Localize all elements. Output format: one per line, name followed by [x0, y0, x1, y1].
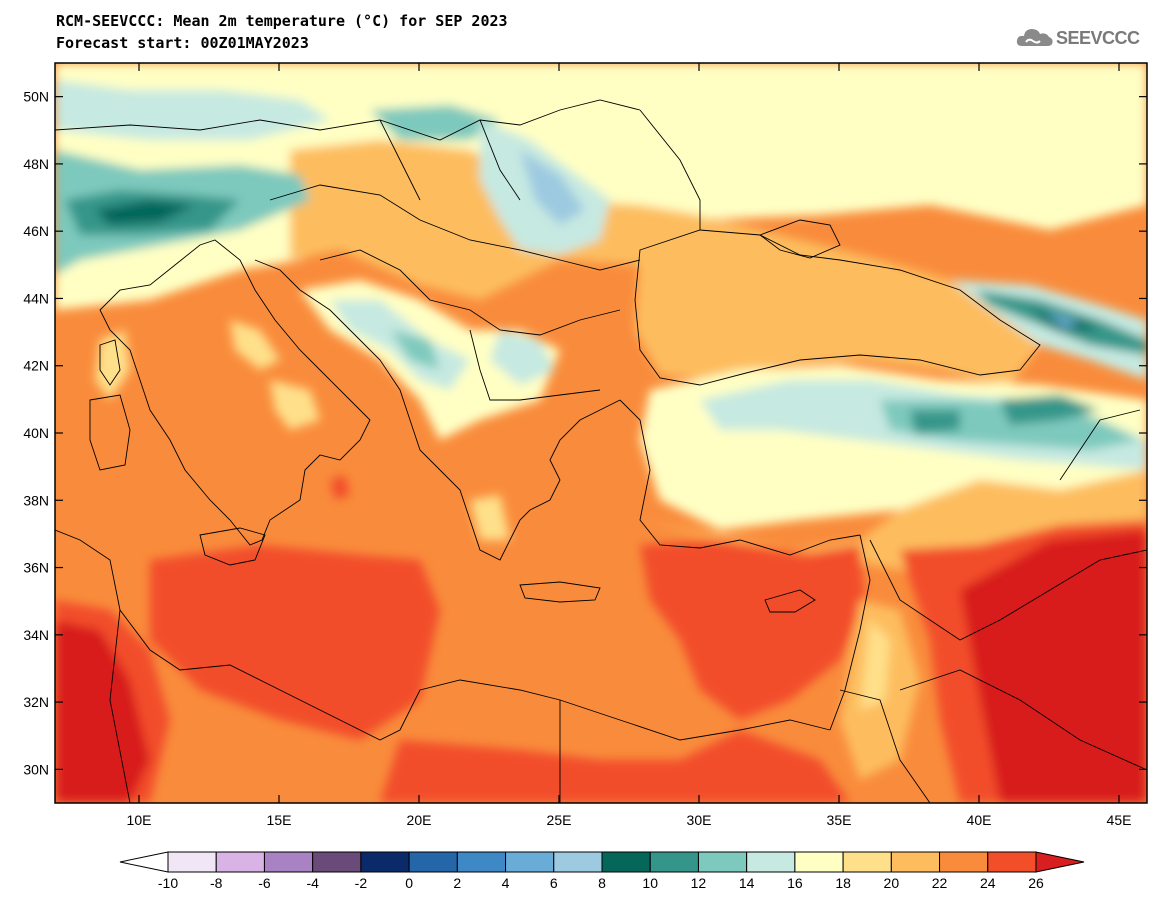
lat-tick-label: 36N — [23, 560, 49, 576]
colorbar-segment — [263, 851, 314, 873]
colorbar-label: 18 — [835, 875, 851, 891]
lat-tick-label: 38N — [23, 492, 49, 508]
colorbar-segment — [215, 851, 265, 873]
colorbar-over-arrow — [1035, 851, 1085, 873]
lat-tick-label: 30N — [23, 761, 49, 777]
colorbar-label: 20 — [884, 875, 900, 891]
lat-tick-label: 42N — [23, 358, 49, 374]
colorbar-label: -6 — [258, 875, 271, 891]
colorbar-label: 4 — [502, 875, 510, 891]
colorbar-segment — [505, 851, 555, 873]
lon-tick-label: 10E — [127, 812, 152, 828]
lat-tick-label: 50N — [23, 89, 49, 105]
colorbar-label: -4 — [306, 875, 319, 891]
lat-tick-label: 44N — [23, 290, 49, 306]
lon-tick-label: 35E — [827, 812, 852, 828]
colorbar-label: 16 — [787, 875, 803, 891]
map-title: RCM-SEEVCCC: Mean 2m temperature (°C) fo… — [56, 12, 508, 30]
colorbar-segment — [553, 851, 603, 873]
colorbar-segment — [601, 851, 651, 873]
lon-tick-label: 45E — [1107, 812, 1132, 828]
colorbar-under-arrow — [119, 851, 169, 873]
colorbar-segment — [697, 851, 748, 873]
colorbar-label: 2 — [453, 875, 461, 891]
latitude-ticks: 50N 48N 46N 44N 42N 40N 38N 36N 34N 32N 30N — [23, 89, 1147, 777]
colorbar-segment — [746, 851, 796, 873]
lat-tick-label: 40N — [23, 425, 49, 441]
colorbar-label: 22 — [932, 875, 948, 891]
colorbar-segment — [360, 851, 410, 873]
colorbar-segment — [939, 851, 989, 873]
colorbar-segment — [649, 851, 699, 873]
lon-tick-label: 25E — [547, 812, 572, 828]
colorbar-label: -8 — [210, 875, 223, 891]
colorbar-label: 0 — [405, 875, 413, 891]
colorbar-label: -10 — [158, 875, 178, 891]
lon-tick-label: 15E — [267, 812, 292, 828]
colorbar-label: 10 — [642, 875, 658, 891]
lat-tick-label: 34N — [23, 627, 49, 643]
temperature-field — [55, 63, 1147, 803]
colorbar-segment — [987, 851, 1037, 873]
cloud-icon — [1016, 29, 1053, 46]
logo-text: SEEVCCC — [1056, 27, 1140, 48]
colorbar-segment — [890, 851, 941, 873]
forecast-start-label: Forecast start: 00Z01MAY2023 — [56, 34, 309, 52]
lon-tick-label: 30E — [687, 812, 712, 828]
colorbar-segment — [456, 851, 507, 873]
lon-tick-label: 40E — [967, 812, 992, 828]
colorbar-label: 26 — [1028, 875, 1044, 891]
colorbar-label: 24 — [980, 875, 996, 891]
lon-tick-label: 20E — [407, 812, 432, 828]
colorbar-label: 14 — [739, 875, 755, 891]
longitude-ticks: 10E 15E 20E 25E 30E 35E 40E 45E — [127, 63, 1132, 828]
colorbar-label: 8 — [598, 875, 606, 891]
colorbar: -10 -8 -6 -4 -2 0 2 4 6 8 10 12 14 16 18 20 22 24 26 — [119, 851, 1085, 891]
colorbar-segment — [167, 851, 217, 873]
lat-tick-label: 48N — [23, 156, 49, 172]
seevccc-logo: SEEVCCC — [1016, 24, 1140, 52]
colorbar-segment — [408, 851, 458, 873]
lat-tick-label: 32N — [23, 694, 49, 710]
colorbar-label: 12 — [691, 875, 707, 891]
colorbar-segment — [794, 851, 844, 873]
lat-tick-label: 46N — [23, 223, 49, 239]
colorbar-segment — [312, 851, 362, 873]
colorbar-label: 6 — [550, 875, 558, 891]
colorbar-segment — [842, 851, 892, 873]
colorbar-label: -2 — [355, 875, 368, 891]
